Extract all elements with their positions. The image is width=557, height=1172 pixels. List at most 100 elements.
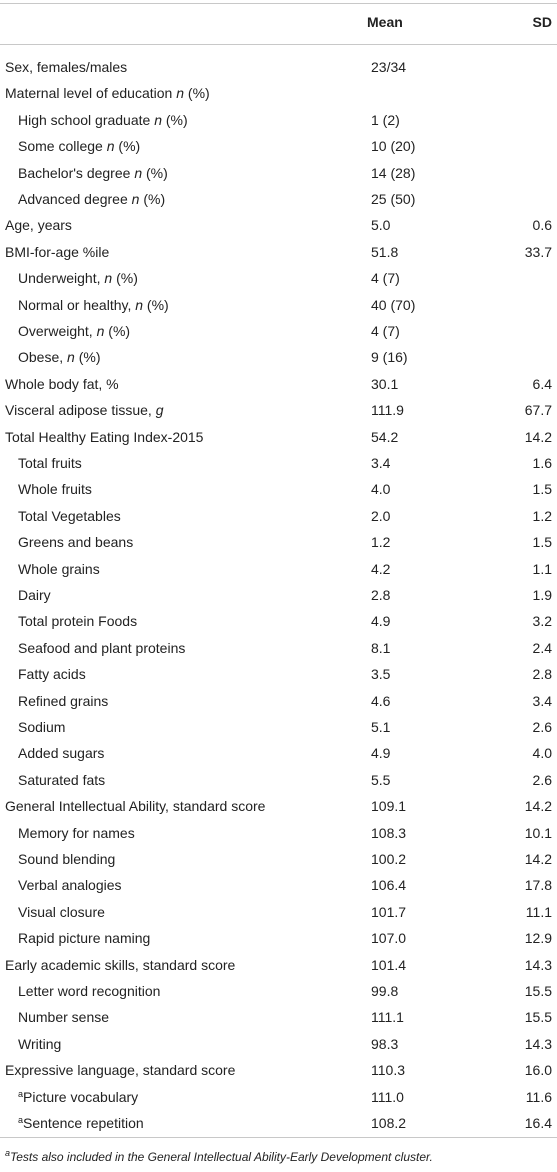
mean-cell: 4.9 — [371, 745, 391, 762]
mean-cell: 109.1 — [371, 798, 407, 815]
text-segment: Underweight, — [18, 270, 105, 287]
text-segment: Total Healthy Eating Index-2015 — [5, 428, 204, 445]
sd-cell: 14.2 — [524, 851, 552, 867]
mean-cell: 30.1 — [371, 375, 399, 392]
mean-cell: 4.9 — [371, 613, 391, 630]
text-segment: Added sugars — [18, 745, 105, 762]
row-label: Overweight, n (%) — [18, 322, 130, 340]
mean-cell: 14 (28) — [371, 164, 416, 181]
sd-cell: 1.2 — [532, 507, 552, 524]
sd-cell: 1.6 — [532, 455, 552, 471]
row-label: Number sense — [18, 1008, 109, 1026]
sd-cell: 0.6 — [532, 217, 552, 234]
text-segment: Total fruits — [18, 455, 82, 471]
mean-cell: 111.0 — [371, 1088, 404, 1105]
text-segment: Sentence repetition — [23, 1115, 144, 1131]
mean-cell: 4 (7) — [371, 270, 400, 287]
text-segment: High school graduate — [18, 111, 155, 128]
mean-cell: 9 (16) — [371, 349, 408, 366]
row-label: High school graduate n (%) — [18, 111, 188, 129]
row-label: aSentence repetition — [18, 1114, 144, 1132]
text-segment: (%) — [104, 323, 131, 339]
text-segment: Seafood and plant proteins — [18, 639, 186, 656]
row-label: Memory for names — [18, 824, 135, 842]
sd-cell: 4.0 — [532, 745, 552, 762]
text-segment: (%) — [139, 191, 166, 207]
row-label: Rapid picture naming — [18, 929, 150, 947]
mean-cell: 5.1 — [371, 719, 391, 735]
row-label: Total protein Foods — [18, 612, 137, 630]
text-segment: Bachelor's degree — [18, 164, 135, 181]
text-segment: Refined grains — [18, 692, 109, 709]
row-label: BMI-for-age %ile — [5, 243, 109, 261]
text-segment: n — [176, 85, 185, 102]
row-label: Writing — [18, 1035, 61, 1053]
row-label: Visual closure — [18, 903, 105, 921]
mean-cell: 110.3 — [371, 1062, 405, 1079]
mean-cell: 111.1 — [371, 1009, 404, 1026]
sd-cell: 15.5 — [524, 983, 552, 999]
sd-cell: 15.5 — [524, 1009, 552, 1026]
mean-cell: 54.2 — [371, 428, 399, 445]
sd-cell: 14.2 — [524, 428, 552, 445]
row-label: Saturated fats — [18, 771, 105, 789]
text-segment: (%) — [114, 138, 141, 155]
text-segment: Fatty acids — [18, 666, 86, 683]
mean-cell: 10 (20) — [371, 138, 416, 155]
text-segment: General Intellectual Ability, standard s… — [5, 798, 266, 815]
mean-cell: 1.2 — [371, 534, 391, 551]
text-segment: n — [154, 111, 162, 128]
sd-cell: 67.7 — [524, 402, 552, 419]
mean-cell: 111.9 — [371, 402, 404, 419]
text-segment: Saturated fats — [18, 771, 106, 788]
row-label: Total Vegetables — [18, 507, 121, 525]
text-segment: n — [135, 296, 144, 313]
mean-cell: 107.0 — [371, 930, 407, 947]
text-segment: Number sense — [18, 1009, 110, 1026]
mean-cell: 99.8 — [371, 983, 399, 999]
mean-cell: 1 (2) — [371, 111, 400, 128]
sd-cell: 1.1 — [532, 560, 552, 577]
text-segment: Normal or healthy, — [18, 296, 136, 313]
mean-cell: 106.4 — [371, 877, 407, 894]
text-segment: n — [104, 270, 113, 287]
row-label: aPicture vocabulary — [18, 1088, 138, 1106]
row-label: Some college n (%) — [18, 137, 140, 155]
row-label: Obese, n (%) — [18, 348, 101, 366]
row-label: Dairy — [18, 586, 51, 604]
row-label: Bachelor's degree n (%) — [18, 164, 168, 182]
mean-cell: 40 (70) — [371, 296, 416, 313]
row-label: Age, years — [5, 216, 72, 234]
row-label: Early academic skills, standard score — [5, 956, 235, 974]
sd-cell: 3.2 — [532, 613, 552, 630]
row-label: Letter word recognition — [18, 982, 160, 1000]
text-segment: n — [131, 191, 140, 207]
mean-cell: 5.5 — [371, 771, 391, 788]
text-segment: Verbal analogies — [18, 877, 122, 894]
sd-cell: 2.6 — [532, 719, 552, 735]
text-segment: (%) — [112, 270, 138, 287]
mean-cell: 4.0 — [371, 481, 391, 498]
text-segment: Whole fruits — [18, 481, 92, 498]
text-segment: Letter word recognition — [18, 983, 161, 999]
sd-cell: 2.6 — [532, 771, 552, 788]
mean-cell: 5.0 — [371, 217, 391, 234]
mean-cell: 108.2 — [371, 1115, 407, 1131]
text-segment: Sound blending — [18, 851, 116, 867]
text-segment: Sodium — [18, 719, 66, 735]
text-segment: Visceral adipose tissue, — [5, 402, 156, 419]
text-segment: Expressive language, standard score — [5, 1062, 236, 1079]
row-label: Total Healthy Eating Index-2015 — [5, 428, 203, 446]
text-segment: n — [106, 138, 115, 155]
text-segment: Tests also included in the General Intel… — [10, 1150, 433, 1164]
text-segment: (%) — [142, 164, 168, 181]
sd-cell: 6.4 — [532, 375, 552, 392]
row-label: Whole body fat, % — [5, 375, 119, 393]
header-sd: SD — [532, 14, 552, 30]
text-segment: Visual closure — [18, 903, 105, 920]
row-label: Fatty acids — [18, 665, 86, 683]
text-segment: Maternal level of education — [5, 85, 177, 102]
text-segment: Dairy — [18, 587, 51, 603]
text-segment: Early academic skills, standard score — [5, 956, 236, 973]
